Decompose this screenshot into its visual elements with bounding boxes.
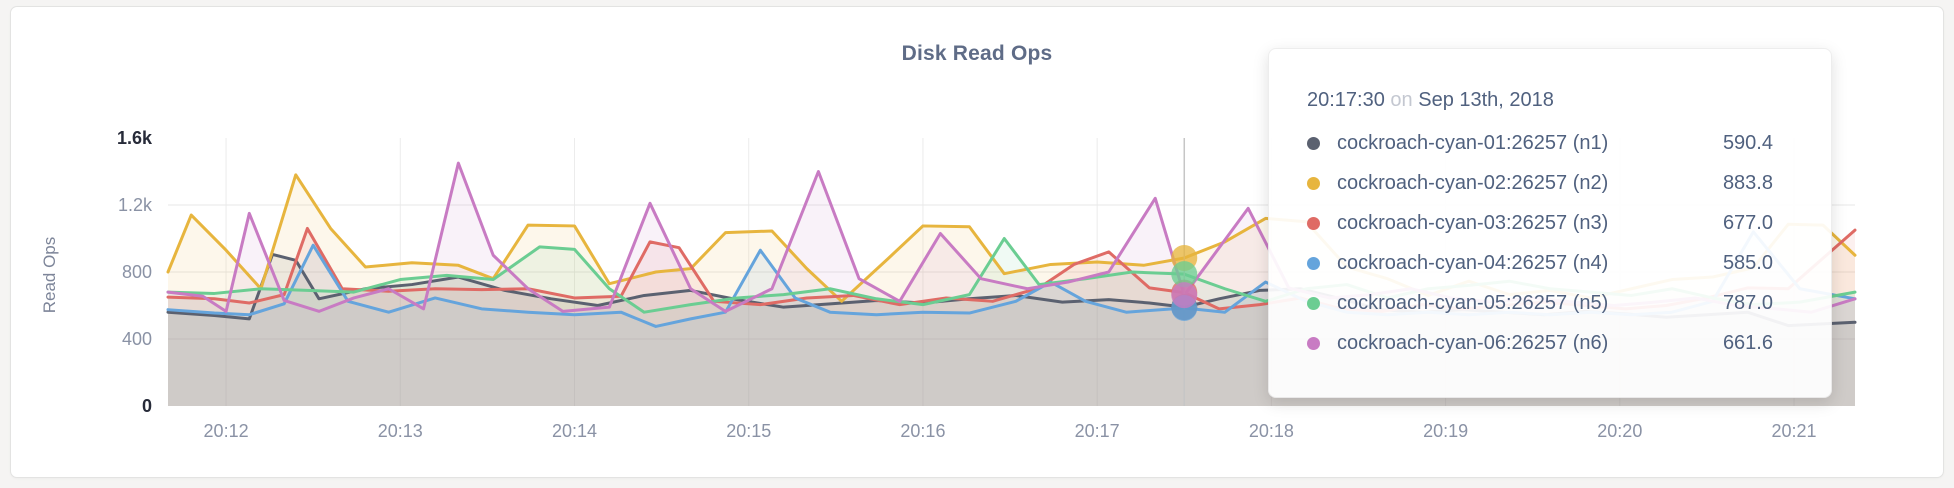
- x-axis-label: 20:16: [900, 421, 945, 441]
- hover-dot-n5: [1171, 261, 1198, 288]
- series-color-dot-icon: [1307, 296, 1320, 310]
- series-color-dot-icon: [1307, 336, 1320, 350]
- hover-tooltip: 20:17:30 on Sep 13th, 2018 cockroach-cya…: [1268, 48, 1832, 398]
- x-axis-label: 20:17: [1075, 421, 1120, 441]
- series-color-dot-icon: [1307, 256, 1320, 270]
- tooltip-row: cockroach-cyan-06:26257 (n6) 661.6: [1307, 323, 1773, 363]
- series-name: cockroach-cyan-05:26257 (n5): [1337, 291, 1609, 314]
- y-axis-label: 1.2k: [118, 195, 153, 215]
- series-value: 677.0: [1722, 211, 1773, 234]
- series-name: cockroach-cyan-06:26257 (n6): [1337, 331, 1609, 354]
- x-axis-label: 20:21: [1772, 421, 1817, 441]
- y-axis-label: 0: [142, 396, 152, 416]
- tooltip-rows: cockroach-cyan-01:26257 (n1) 590.4 cockroa…: [1307, 123, 1773, 363]
- x-axis-label: 20:13: [378, 421, 423, 441]
- tooltip-row: cockroach-cyan-03:26257 (n3) 677.0: [1307, 203, 1773, 243]
- series-value: 590.4: [1722, 131, 1773, 154]
- series-color-dot-icon: [1307, 176, 1320, 190]
- chart-title: Disk Read Ops: [901, 42, 1053, 65]
- x-axis-label: 20:18: [1249, 421, 1294, 441]
- tooltip-time: 20:17:30: [1307, 89, 1385, 111]
- y-axis-label: 800: [122, 262, 152, 282]
- series-name: cockroach-cyan-04:26257 (n4): [1337, 251, 1609, 274]
- series-name: cockroach-cyan-02:26257 (n2): [1337, 171, 1609, 194]
- tooltip-row: cockroach-cyan-02:26257 (n2) 883.8: [1307, 163, 1773, 203]
- y-axis-label: 1.6k: [117, 128, 153, 148]
- series-name: cockroach-cyan-03:26257 (n3): [1337, 211, 1609, 234]
- tooltip-row: cockroach-cyan-04:26257 (n4) 585.0: [1307, 243, 1773, 283]
- x-axis-label: 20:20: [1597, 421, 1642, 441]
- series-value: 883.8: [1722, 171, 1773, 194]
- series-name: cockroach-cyan-01:26257 (n1): [1337, 131, 1609, 154]
- tooltip-row: cockroach-cyan-01:26257 (n1) 590.4: [1307, 123, 1773, 163]
- tooltip-header: 20:17:30 on Sep 13th, 2018: [1307, 85, 1773, 115]
- x-axis-label: 20:19: [1423, 421, 1468, 441]
- x-axis-label: 20:15: [726, 421, 771, 441]
- series-color-dot-icon: [1307, 136, 1320, 150]
- y-axis-title: Read Ops: [40, 237, 59, 314]
- y-axis-label: 400: [122, 329, 152, 349]
- series-value: 787.0: [1722, 291, 1773, 314]
- tooltip-row: cockroach-cyan-05:26257 (n5) 787.0: [1307, 283, 1773, 323]
- tooltip-connector: on: [1390, 89, 1413, 111]
- tooltip-date: Sep 13th, 2018: [1418, 89, 1554, 111]
- series-color-dot-icon: [1307, 216, 1320, 230]
- hover-dot-n6: [1171, 282, 1198, 309]
- series-value: 585.0: [1722, 251, 1773, 274]
- series-value: 661.6: [1722, 331, 1773, 354]
- x-axis-label: 20:14: [552, 421, 597, 441]
- x-axis-label: 20:12: [204, 421, 249, 441]
